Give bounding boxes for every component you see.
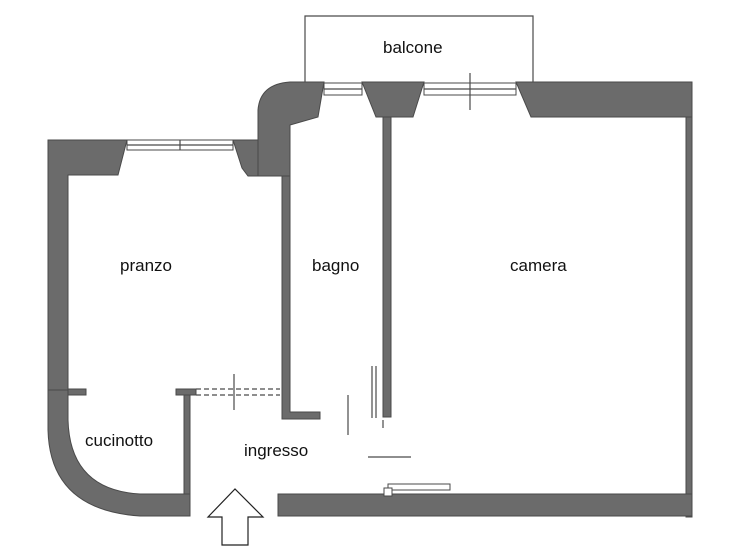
wall-stub-right [175, 388, 197, 396]
label-pranzo: pranzo [120, 256, 172, 275]
wall-pranzo-top-left [47, 139, 128, 391]
wall-pranzo-bagno [281, 175, 321, 420]
wall-stub-left [67, 388, 87, 396]
wall-top-right [515, 81, 693, 118]
label-balcone: balcone [383, 38, 443, 57]
wall-right [685, 116, 693, 518]
wall-top-middle [361, 81, 425, 118]
wall-pranzo-top-right [232, 139, 259, 177]
label-bagno: bagno [312, 256, 359, 275]
wall-cucinotto-outer [47, 389, 191, 517]
wall-bagno-camera [382, 116, 392, 418]
wall-cucinotto-right [183, 394, 191, 495]
up-arrow-icon [206, 488, 265, 546]
balcony-outline [304, 15, 534, 82]
label-ingresso: ingresso [244, 441, 308, 460]
label-cucinotto: cucinotto [85, 431, 153, 450]
wall-corner-balcony [257, 81, 325, 177]
door-camera [387, 483, 451, 491]
wall-bottom-right [277, 493, 693, 517]
label-camera: camera [510, 256, 567, 275]
